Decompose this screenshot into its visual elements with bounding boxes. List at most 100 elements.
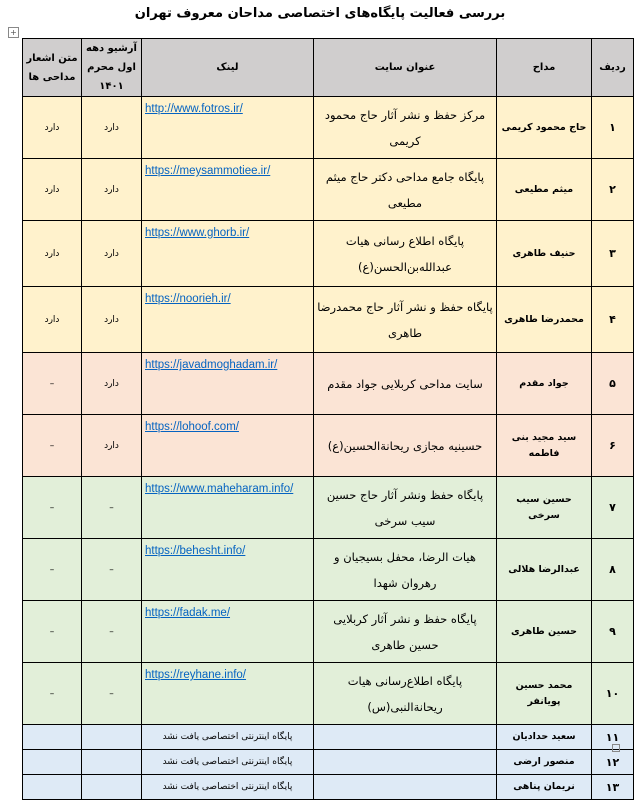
site-title: حسینیه مجازی ریحانة‌الحسین(ع) [313, 414, 497, 477]
site-link[interactable]: https://behesht.info/ [145, 545, 246, 557]
archive-status: دارد [81, 352, 142, 415]
archive-status [81, 724, 142, 750]
row-number: ۱ [591, 96, 634, 159]
table-row: ۶ سید مجید بنی فاطمه حسینیه مجازی ریحانة‌ا… [22, 414, 634, 477]
table-row: ۱ حاج محمود کریمی مرکز حفظ و نشر آثار حاج … [22, 96, 634, 159]
table-row: ۱۱ سعید حدادیان پایگاه اینترنتی اختصاصی یا… [22, 724, 634, 750]
singer-name: جواد مقدم [496, 352, 592, 415]
poems-status: – [22, 600, 82, 663]
link-cell: https://behesht.info/ [141, 538, 314, 601]
header-archive: آرشیو دهه اول محرم ۱۴۰۱ [81, 38, 142, 97]
link-cell: https://www.maheharam.info/ [141, 476, 314, 539]
singer-name: حاج محمود کریمی [496, 96, 592, 159]
not-found-note: پایگاه اینترنتی اختصاصی یافت نشد [141, 724, 314, 750]
header-link: لینک [141, 38, 314, 97]
archive-status [81, 774, 142, 800]
site-title [313, 724, 497, 750]
site-title: پایگاه حفظ ونشر آثار حاج حسین سیب سرخی [313, 476, 497, 539]
table-row: ۱۰ محمد حسین پویانفر پایگاه اطلاع‌رسانی هی… [22, 662, 634, 725]
site-title: سایت مداحی کربلایی جواد مقدم [313, 352, 497, 415]
site-title: پایگاه جامع مداحی دکتر حاج میثم مطیعی [313, 158, 497, 221]
table-row: ۱۲ منصور ارضی پایگاه اینترنتی اختصاصی یافت… [22, 749, 634, 775]
singer-name: حنیف طاهری [496, 220, 592, 287]
link-cell: https://reyhane.info/ [141, 662, 314, 725]
table-row: ۳ حنیف طاهری پایگاه اطلاع رسانی هیات عبدال… [22, 220, 634, 287]
archive-status: دارد [81, 158, 142, 221]
link-cell: https://javadmoghadam.ir/ [141, 352, 314, 415]
site-link[interactable]: https://noorieh.ir/ [145, 293, 231, 305]
archive-status: دارد [81, 414, 142, 477]
poems-status [22, 724, 82, 750]
poems-status: – [22, 476, 82, 539]
archive-status: – [81, 662, 142, 725]
table-move-handle-icon[interactable]: + [8, 27, 19, 38]
site-title: پایگاه حفظ و نشر آثار حاج محمدرضا طاهری [313, 286, 497, 353]
poems-status [22, 749, 82, 775]
link-cell: https://www.ghorb.ir/ [141, 220, 314, 287]
site-title: مرکز حفظ و نشر آثار حاج محمود کریمی [313, 96, 497, 159]
row-number: ۱۲ [591, 749, 634, 775]
site-link[interactable]: https://meysammotiee.ir/ [145, 165, 271, 177]
header-poems: متن اشعار مداحی ها [22, 38, 82, 97]
not-found-note: پایگاه اینترنتی اختصاصی یافت نشد [141, 749, 314, 775]
archive-status: – [81, 476, 142, 539]
row-number: ۲ [591, 158, 634, 221]
site-title [313, 774, 497, 800]
header-row-number: ردیف [591, 38, 634, 97]
row-number: ۹ [591, 600, 634, 663]
row-number: ۴ [591, 286, 634, 353]
table-header-row: ردیف مداح عنوان سایت لینک آرشیو دهه اول … [22, 38, 634, 97]
singer-name: حسین سیب سرخی [496, 476, 592, 539]
archive-status [81, 749, 142, 775]
poems-status: دارد [22, 158, 82, 221]
site-link[interactable]: https://reyhane.info/ [145, 669, 247, 681]
singer-name: محمد حسین پویانفر [496, 662, 592, 725]
site-link[interactable]: https://www.ghorb.ir/ [145, 227, 250, 239]
row-number: ۷ [591, 476, 634, 539]
not-found-note: پایگاه اینترنتی اختصاصی یافت نشد [141, 774, 314, 800]
archive-status: دارد [81, 286, 142, 353]
table-row: ۸ عبدالرضا هلالی هیات الرضا، محفل بسیجیان … [22, 538, 634, 601]
site-link[interactable]: https://lohoof.com/ [145, 421, 239, 433]
archive-status: دارد [81, 220, 142, 287]
header-site-title: عنوان سایت [313, 38, 497, 97]
site-link[interactable]: https://fadak.me/ [145, 607, 231, 619]
site-title: هیات الرضا، محفل بسیجیان و رهروان شهدا [313, 538, 497, 601]
poems-status [22, 774, 82, 800]
row-number: ۶ [591, 414, 634, 477]
site-link[interactable]: http://www.fotros.ir/ [145, 103, 243, 115]
row-number: ۳ [591, 220, 634, 287]
link-cell: https://meysammotiee.ir/ [141, 158, 314, 221]
site-link[interactable]: https://javadmoghadam.ir/ [145, 359, 278, 371]
singer-name: محمدرضا طاهری [496, 286, 592, 353]
singer-name: نریمان پناهی [496, 774, 592, 800]
table-row: ۱۳ نریمان پناهی پایگاه اینترنتی اختصاصی یا… [22, 774, 634, 800]
site-title: پایگاه حفظ و نشر آثار کربلایی حسین طاهری [313, 600, 497, 663]
poems-status: دارد [22, 286, 82, 353]
site-link[interactable]: https://www.maheharam.info/ [145, 483, 294, 495]
poems-status: دارد [22, 96, 82, 159]
table-row: ۴ محمدرضا طاهری پایگاه حفظ و نشر آثار حاج … [22, 286, 634, 353]
row-number: ۵ [591, 352, 634, 415]
poems-status: دارد [22, 220, 82, 287]
document-title: بررسی فعالیت پایگاه‌های اختصاصی مداحان م… [134, 6, 506, 21]
row-number: ۱۰ [591, 662, 634, 725]
site-title: پایگاه اطلاع رسانی هیات عبدالله‌بن‌الحسن… [313, 220, 497, 287]
singer-name: سید مجید بنی فاطمه [496, 414, 592, 477]
row-number: ۱۳ [591, 774, 634, 800]
link-cell: https://lohoof.com/ [141, 414, 314, 477]
poems-status: – [22, 352, 82, 415]
singer-name: سعید حدادیان [496, 724, 592, 750]
singers-table: ردیف مداح عنوان سایت لینک آرشیو دهه اول … [22, 38, 634, 800]
table-row: ۵ جواد مقدم سایت مداحی کربلایی جواد مقدم ht… [22, 352, 634, 415]
singer-name: منصور ارضی [496, 749, 592, 775]
table-row: ۲ میثم مطیعی پایگاه جامع مداحی دکتر حاج می… [22, 158, 634, 221]
table-row: ۷ حسین سیب سرخی پایگاه حفظ ونشر آثار حاج ح… [22, 476, 634, 539]
link-cell: https://noorieh.ir/ [141, 286, 314, 353]
link-cell: http://www.fotros.ir/ [141, 96, 314, 159]
archive-status: دارد [81, 96, 142, 159]
poems-status: – [22, 538, 82, 601]
site-title: پایگاه اطلاع‌رسانی هیات ریحانة‌النبی(س) [313, 662, 497, 725]
singer-name: عبدالرضا هلالی [496, 538, 592, 601]
poems-status: – [22, 414, 82, 477]
